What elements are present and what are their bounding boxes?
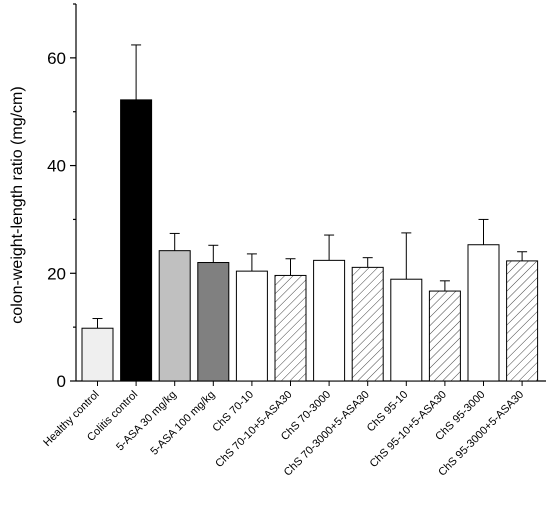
- category-label: ChS 95-10+5-ASA30: [368, 389, 449, 470]
- bar: [197, 262, 230, 382]
- bar: [313, 259, 346, 382]
- category-label: ChS 70-10+5-ASA30: [213, 389, 294, 470]
- bar: [390, 278, 423, 382]
- y-tick-label: 0: [57, 372, 66, 391]
- bar: [428, 290, 461, 382]
- y-tick-label: 20: [47, 264, 66, 283]
- y-tick-label: 60: [47, 49, 66, 68]
- bar: [120, 99, 153, 382]
- bar: [351, 266, 384, 382]
- bar: [274, 274, 307, 382]
- y-tick-label: 40: [47, 157, 66, 176]
- bar: [235, 270, 268, 382]
- y-axis-label: colon-weight-length ratio (mg/cm): [9, 86, 26, 323]
- bar: [158, 250, 191, 382]
- bar: [506, 260, 539, 382]
- bar: [81, 327, 114, 382]
- bar: [467, 244, 500, 382]
